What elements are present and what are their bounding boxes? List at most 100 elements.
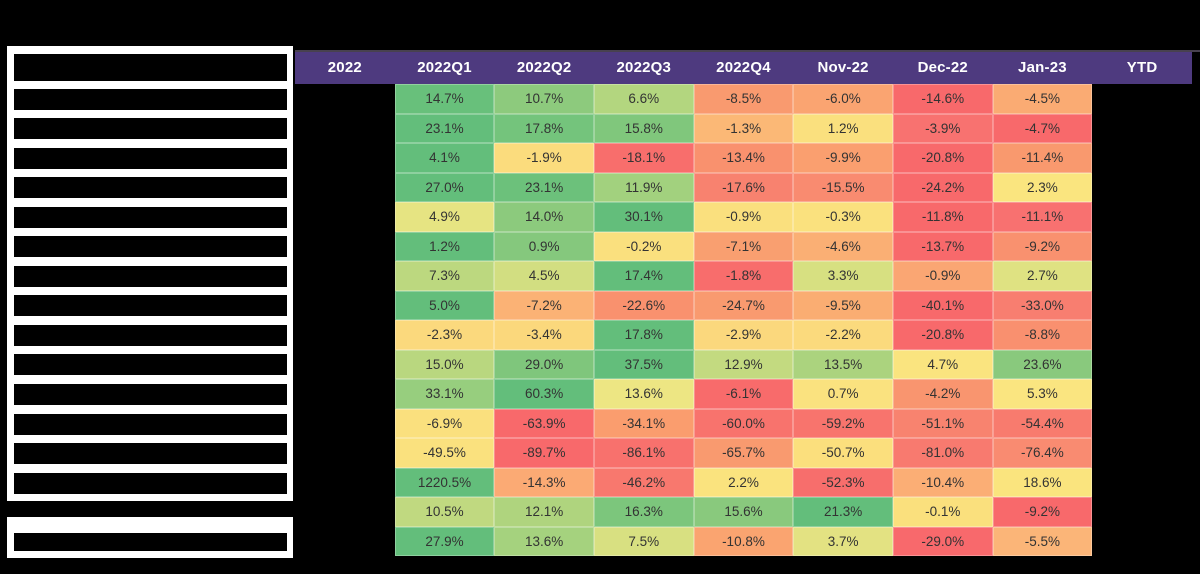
heatmap-cell: -54.4% (992, 408, 1093, 438)
redacted-cell (295, 113, 395, 143)
heatmap-cell: 5.3% (992, 379, 1093, 409)
heatmap-cell: 14.7% (394, 84, 495, 114)
heatmap-cell: -50.7% (793, 438, 893, 468)
redacted-cell (1092, 113, 1192, 143)
heatmap-cell: 33.1% (394, 379, 495, 409)
heatmap-cell: 21.3% (793, 497, 893, 527)
heatmap-cell: 13.6% (494, 526, 594, 556)
heatmap-cell: -14.3% (494, 467, 594, 497)
heatmap-cell: -14.6% (892, 84, 993, 114)
redaction-bar-footer-label (14, 533, 287, 551)
redacted-cell (295, 202, 395, 232)
heatmap-cell: -9.9% (793, 143, 893, 173)
heatmap-cell: 4.7% (892, 349, 993, 379)
heatmap-cell: -5.5% (992, 526, 1093, 556)
heatmap-cell: 15.6% (693, 497, 794, 527)
redaction-bar-row-label (14, 236, 287, 258)
heatmap-cell: -33.0% (992, 290, 1093, 320)
heatmap-cell: 18.6% (992, 467, 1093, 497)
heatmap-cell: 0.9% (494, 231, 594, 261)
heatmap-cell: -7.2% (494, 290, 594, 320)
heatmap-cell: 4.5% (494, 261, 594, 291)
redaction-bar-row-label (14, 206, 287, 228)
heatmap-cell: -13.4% (693, 143, 794, 173)
redacted-cell (1092, 408, 1192, 438)
column-header-dec-22: Dec-22 (917, 59, 968, 76)
heatmap-cell: 2.3% (992, 172, 1093, 202)
heatmap-cell: -3.4% (494, 320, 594, 350)
heatmap-cell: 7.5% (593, 526, 694, 556)
heatmap-cell: -4.6% (793, 231, 893, 261)
heatmap-header-row: 2022 2022Q1 2022Q2 2022Q3 2022Q4 Nov-22 Dec-22… (295, 52, 1192, 84)
redaction-bar-row-label (14, 384, 287, 405)
heatmap-cell: 5.0% (394, 290, 495, 320)
heatmap-cell: -65.7% (693, 438, 794, 468)
redacted-cell (1092, 172, 1192, 202)
header-top-divider (295, 50, 1200, 52)
heatmap-cell: 13.6% (593, 379, 694, 409)
heatmap-cell: -10.8% (693, 526, 794, 556)
column-header-jan-23: Jan-23 (1018, 59, 1067, 76)
table-row: 7.3% 4.5% 17.4% -1.8% 3.3% -0.9% 2.7% (295, 261, 1192, 291)
redaction-bar-row-label (14, 472, 287, 494)
heatmap-cell: -86.1% (593, 438, 694, 468)
heatmap-cell: 14.0% (494, 202, 594, 232)
heatmap-cell: -0.9% (693, 202, 794, 232)
heatmap-cell: -52.3% (793, 467, 893, 497)
heatmap-cell: 1.2% (793, 113, 893, 143)
redaction-bar-row-label (14, 413, 287, 435)
column-header-nov-22: Nov-22 (817, 59, 869, 76)
redacted-cell (1092, 438, 1192, 468)
table-row: -2.3% -3.4% 17.8% -2.9% -2.2% -20.8% -8.8% (295, 320, 1192, 350)
table-row: 23.1% 17.8% 15.8% -1.3% 1.2% -3.9% -4.7% (295, 113, 1192, 143)
heatmap-cell: -10.4% (892, 467, 993, 497)
heatmap-cell: 6.6% (593, 84, 694, 114)
redaction-bar-row-label (14, 147, 287, 169)
heatmap-cell: -18.1% (593, 143, 694, 173)
heatmap-cell: -81.0% (892, 438, 993, 468)
heatmap-cell: 27.9% (394, 526, 495, 556)
heatmap-cell: -51.1% (892, 408, 993, 438)
redacted-cell (295, 379, 395, 409)
table-row: 15.0% 29.0% 37.5% 12.9% 13.5% 4.7% 23.6% (295, 349, 1192, 379)
heatmap-cell: -49.5% (394, 438, 495, 468)
column-header-2022q4: 2022Q4 (716, 59, 771, 76)
heatmap-cell: -40.1% (892, 290, 993, 320)
redacted-cell (295, 497, 395, 527)
heatmap-cell: 29.0% (494, 349, 594, 379)
heatmap-cell: 17.8% (593, 320, 694, 350)
redacted-cell (295, 438, 395, 468)
heatmap-cell: -9.2% (992, 497, 1093, 527)
redacted-cell (1092, 320, 1192, 350)
table-row: 5.0% -7.2% -22.6% -24.7% -9.5% -40.1% -33.0% (295, 290, 1192, 320)
heatmap-cell: 10.7% (494, 84, 594, 114)
heatmap-cell: -24.7% (693, 290, 794, 320)
heatmap-cell: -46.2% (593, 467, 694, 497)
table-row: 27.0% 23.1% 11.9% -17.6% -15.5% -24.2% 2.3% (295, 172, 1192, 202)
heatmap-cell: 4.9% (394, 202, 495, 232)
heatmap-cell: -20.8% (892, 143, 993, 173)
heatmap-cell: -2.3% (394, 320, 495, 350)
table-row: 33.1% 60.3% 13.6% -6.1% 0.7% -4.2% 5.3% (295, 379, 1192, 409)
heatmap-table: 2022 2022Q1 2022Q2 2022Q3 2022Q4 Nov-22 Dec-22… (295, 52, 1192, 556)
heatmap-cell: 1220.5% (394, 467, 495, 497)
table-row: -6.9% -63.9% -34.1% -60.0% -59.2% -51.1% -54.4… (295, 408, 1192, 438)
redacted-cell (1092, 261, 1192, 291)
heatmap-cell: -13.7% (892, 231, 993, 261)
heatmap-cell: -3.9% (892, 113, 993, 143)
heatmap-cell: -6.9% (394, 408, 495, 438)
heatmap-cell: -2.2% (793, 320, 893, 350)
redacted-cell (295, 261, 395, 291)
heatmap-cell: 1.2% (394, 231, 495, 261)
table-row: 4.1% -1.9% -18.1% -13.4% -9.9% -20.8% -11.4% (295, 143, 1192, 173)
heatmap-cell: -76.4% (992, 438, 1093, 468)
table-row: 14.7% 10.7% 6.6% -8.5% -6.0% -14.6% -4.5% (295, 84, 1192, 114)
heatmap-cell: 17.8% (494, 113, 594, 143)
heatmap-body: 14.7% 10.7% 6.6% -8.5% -6.0% -14.6% -4.5% 23.1%… (295, 84, 1192, 556)
heatmap-cell: -22.6% (593, 290, 694, 320)
heatmap-cell: -0.9% (892, 261, 993, 291)
column-header-ytd: YTD (1126, 59, 1158, 76)
heatmap-cell: 15.8% (593, 113, 694, 143)
redacted-cell (295, 467, 395, 497)
